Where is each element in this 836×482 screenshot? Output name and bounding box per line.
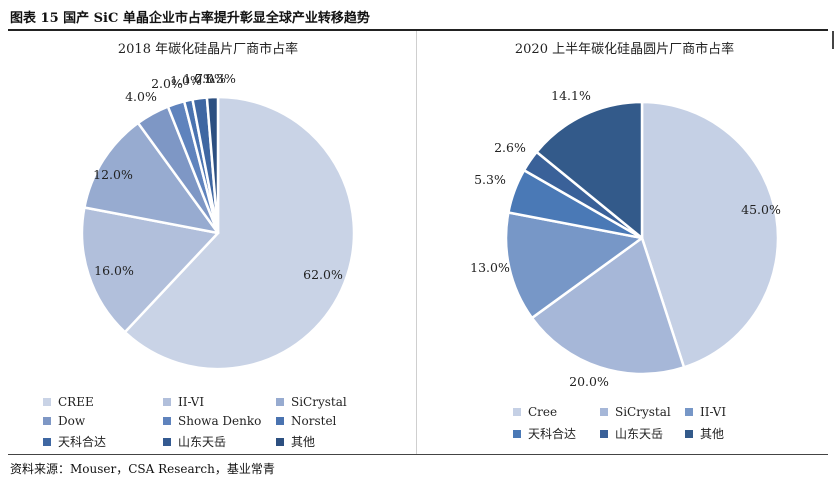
legend-item-4: Dow [43, 414, 85, 428]
legend-label: CREE [58, 395, 94, 409]
legend-swatch [163, 417, 171, 425]
data-label-2: 16.0% [94, 263, 134, 278]
pie-slice-9 [205, 95, 220, 235]
legend-item-3: II-VI [685, 405, 726, 419]
figure-header: 图表 15 国产 SiC 单晶企业市占率提升彰显全球产业转移趋势 [0, 0, 836, 30]
legend-swatch [43, 417, 51, 425]
right-edge-mark [832, 31, 834, 49]
legend-label: 其他 [700, 427, 725, 441]
chart-2020-panel: 2020 上半年碳化硅晶圆片厂商市占率 45.0% 20.0% 13.0% 5.3% 2… [417, 31, 832, 454]
pie-slice-6 [535, 100, 644, 240]
legend-swatch [163, 398, 171, 406]
pie-slice-3 [504, 211, 644, 320]
legend-label: 天科合达 [528, 427, 577, 441]
legend-swatch [600, 429, 608, 438]
legend-swatch [276, 437, 284, 446]
legend-swatch [685, 408, 693, 416]
data-label-2: 20.0% [569, 374, 609, 389]
legend-label: Cree [528, 405, 558, 419]
data-label-4: 5.3% [474, 172, 506, 187]
data-label-5: 2.0% [151, 76, 183, 91]
legend-swatch [43, 437, 51, 446]
legend-item-5: 山东天岳 [600, 425, 663, 442]
legend-swatch [163, 437, 171, 446]
legend-swatch [276, 417, 284, 425]
legend-item-6: Norstel [276, 414, 336, 428]
legend-label: Dow [58, 414, 86, 428]
pie-slice-2 [530, 236, 686, 376]
panel-divider [416, 31, 417, 454]
pie-slice-2 [80, 206, 220, 334]
chart-2018-pie: 62.0% 16.0% 12.0% 4.0%2.0%1.0%1.7%0.0%1.3% [80, 71, 356, 371]
legend-item-8: 山东天岳 [163, 433, 226, 450]
chart-2020-title: 2020 上半年碳化硅晶圆片厂商市占率 [514, 42, 735, 57]
legend-swatch [513, 429, 521, 438]
legend-label: SiCrystal [291, 395, 347, 409]
source-note: 资料来源：Mouser，CSA Research，基业常青 [10, 462, 275, 476]
legend-item-1: CREE [43, 395, 94, 409]
chart-2018-title: 2018 年碳化硅晶片厂商市占率 [117, 42, 299, 57]
chart-2018-panel: 2018 年碳化硅晶片厂商市占率 62.0% 16.0% 12.0% 4.0% 2.0%… [0, 31, 416, 454]
legend-label: SiCrystal [615, 405, 671, 419]
legend-label: II-VI [700, 405, 727, 419]
data-label-3: 12.0% [93, 167, 133, 182]
legend-swatch [685, 429, 693, 438]
data-label-3: 13.0% [470, 260, 510, 275]
legend-label: II-VI [178, 395, 205, 409]
data-label-1: 45.0% [741, 202, 781, 217]
bottom-rule [8, 454, 828, 455]
legend-label: Showa Denko [178, 414, 262, 428]
legend-swatch [276, 398, 284, 406]
legend-label: 天科合达 [58, 435, 107, 449]
legend-label: Norstel [291, 414, 337, 428]
figure-title: 图表 15 国产 SiC 单晶企业市占率提升彰显全球产业转移趋势 [10, 11, 370, 26]
legend-label: 其他 [291, 435, 316, 449]
legend-swatch [600, 408, 608, 416]
legend-item-9: 其他 [276, 433, 315, 450]
pie-slice-1 [123, 95, 356, 371]
data-label-8: 0.0% [194, 71, 226, 86]
chart-2020-pie: 45.0% 20.0% 13.0% 5.3% 2.6% 14.1% [470, 88, 781, 389]
legend-label: 山东天岳 [615, 427, 664, 441]
legend-item-4: 天科合达 [513, 425, 576, 442]
legend-label: 山东天岳 [178, 435, 227, 449]
data-label-1: 62.0% [303, 267, 343, 282]
legend-item-2: SiCrystal [600, 405, 671, 419]
legend-item-1: Cree [513, 405, 557, 419]
legend-swatch [43, 398, 51, 406]
data-label-6: 14.1% [551, 88, 591, 103]
data-label-9: 1.3% [204, 71, 236, 86]
data-label-7: 1.7% [183, 71, 215, 86]
legend-item-6: 其他 [685, 425, 724, 442]
data-label-6: 1.0% [170, 73, 202, 88]
legend-item-3: SiCrystal [276, 395, 347, 409]
pie-slice-3 [83, 121, 220, 235]
legend-swatch [513, 408, 521, 416]
legend-item-2: II-VI [163, 395, 204, 409]
data-label-5: 2.6% [494, 140, 526, 155]
pie-slice-1 [640, 100, 780, 369]
legend-item-7: 天科合达 [43, 433, 106, 450]
legend-item-5: Showa Denko [163, 414, 261, 428]
top-rule [8, 29, 828, 31]
data-label-4: 4.0% [125, 89, 157, 104]
